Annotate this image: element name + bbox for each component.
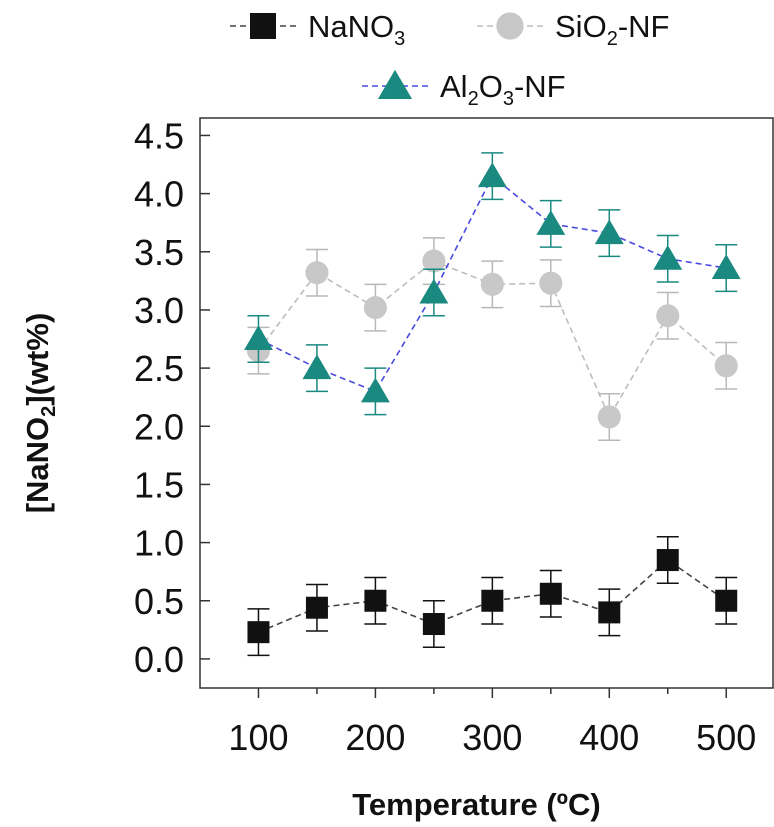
data-point <box>363 296 387 320</box>
data-point <box>656 304 680 328</box>
series-layer <box>244 152 741 657</box>
y-tick-label: 3.5 <box>134 232 184 273</box>
y-tick-label: 2.5 <box>134 348 184 389</box>
legend-marker <box>250 13 276 39</box>
y-tick-label: 4.0 <box>134 174 184 215</box>
y-tick-label: 0.0 <box>134 639 184 680</box>
data-point <box>711 254 741 280</box>
data-point <box>247 621 270 644</box>
x-tick-label: 200 <box>345 717 405 758</box>
y-tick-label: 1.5 <box>134 464 184 505</box>
data-point <box>364 589 387 612</box>
data-point <box>598 601 621 624</box>
y-tick-label: 4.5 <box>134 115 184 156</box>
data-point <box>536 210 566 235</box>
x-tick-label: 500 <box>696 717 756 758</box>
legend-label: SiO2-NF <box>555 9 669 50</box>
x-axis-title: Temperature (ºC) <box>352 787 600 822</box>
data-point <box>244 325 273 351</box>
series-triangle <box>244 152 741 416</box>
y-axis-title-main: [NaNO <box>20 417 55 513</box>
series-line <box>258 559 727 633</box>
data-point <box>422 613 445 636</box>
data-point <box>715 589 738 612</box>
data-point <box>656 549 679 572</box>
series-circle <box>246 237 738 441</box>
data-point <box>360 377 390 403</box>
series-square <box>247 536 738 657</box>
data-point <box>305 261 329 285</box>
data-point <box>597 405 621 429</box>
legend-label: Al2O3-NF <box>440 69 566 110</box>
legend-item-circle: SiO2-NF <box>477 9 669 50</box>
legend-label: NaNO3 <box>308 9 405 50</box>
plot-frame <box>199 117 774 689</box>
legend-item-triangle: Al2O3-NF <box>362 69 566 110</box>
legend-marker <box>496 12 524 40</box>
x-tick-label: 100 <box>228 717 288 758</box>
y-tick-label: 3.0 <box>134 290 184 331</box>
y-axis-title-sub: 2 <box>38 406 60 417</box>
data-point <box>539 582 562 605</box>
data-point <box>594 219 624 245</box>
data-point <box>305 596 328 619</box>
axes: 0.0 0.5 1.0 1.5 2.0 2.5 3.0 3.5 4.0 4.5 100 200 300 4… <box>134 115 756 758</box>
y-axis-title: [NaNO2](wt%) <box>20 313 60 514</box>
data-point <box>481 589 504 612</box>
data-point <box>419 278 449 304</box>
data-point <box>653 245 683 270</box>
data-point <box>480 272 504 296</box>
y-tick-label: 2.0 <box>134 406 184 447</box>
legend-item-square: NaNO3 <box>230 9 405 50</box>
y-tick-label: 1.0 <box>134 523 184 564</box>
y-tick-label: 0.5 <box>134 581 184 622</box>
x-tick-label: 400 <box>579 717 639 758</box>
data-point <box>477 162 507 188</box>
data-point <box>302 354 332 380</box>
y-axis-title-tail: ](wt%) <box>20 313 55 406</box>
data-point <box>422 249 446 273</box>
data-point <box>714 354 738 378</box>
legend-marker <box>377 69 413 99</box>
x-tick-label: 300 <box>462 717 522 758</box>
data-point <box>539 271 563 295</box>
legend: NaNO3 SiO2-NF Al2O3-NF <box>230 9 669 110</box>
